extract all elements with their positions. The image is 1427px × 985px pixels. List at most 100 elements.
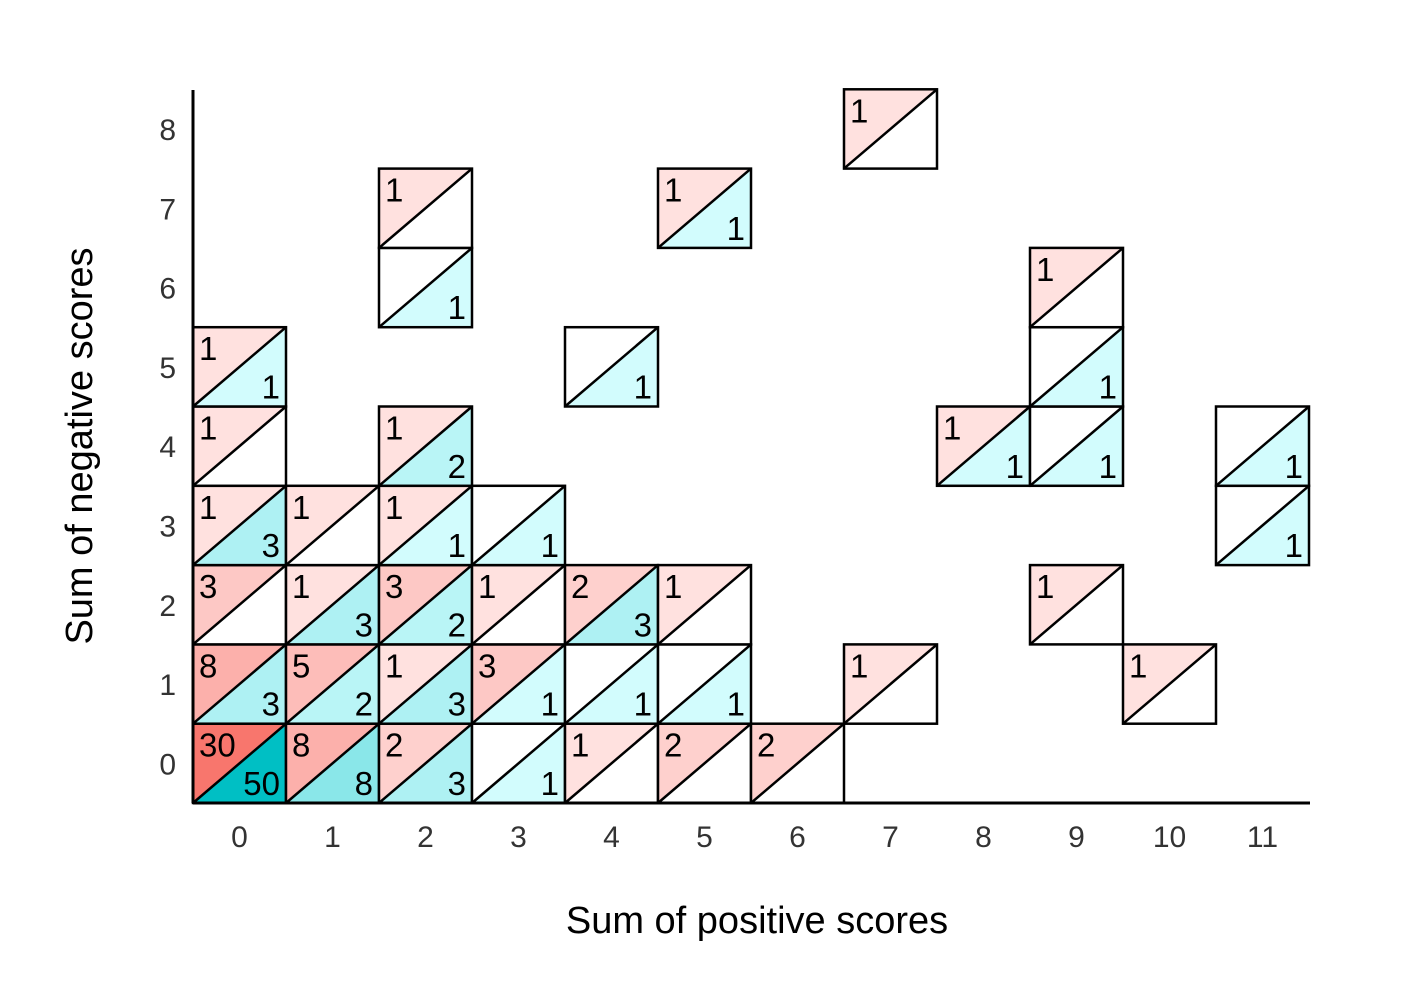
cell-red-label: 1 [385,410,403,447]
cell-teal-label: 1 [541,686,559,723]
cell-0-2: 3 [191,563,288,646]
cell-diagonal [192,722,287,804]
cell-9-6: 1 [1028,246,1125,329]
cell-teal-label: 1 [541,527,559,564]
cell-teal-label: 1 [634,369,652,406]
cell-diagonal [564,326,659,408]
cell-diagonal [657,722,752,804]
cell-teal-label: 1 [727,686,745,723]
cell-teal-label: 8 [355,765,373,802]
x-tick-label: 10 [1153,821,1186,854]
cell-5-7: 11 [656,167,753,250]
cell-1-3: 1 [284,484,381,567]
cell-diagonal [285,484,380,567]
cell-border [1028,246,1125,329]
x-tick-label: 5 [696,821,713,854]
cell-border [377,167,474,250]
cell-diagonal [192,643,287,725]
cell-8-4: 11 [935,405,1032,488]
cell-diagonal [657,643,752,725]
cell-border [842,643,939,725]
cell-7-8: 1 [842,88,939,170]
cell-2-1: 13 [377,643,474,725]
cell-diagonal [1029,564,1124,646]
cell-6-0: 2 [749,722,846,805]
cell-diagonal [471,722,566,804]
cell-border [470,484,567,567]
x-tick-label: 1 [324,821,341,854]
cell-diagonal [471,564,566,646]
cell-red-label: 1 [199,330,217,367]
axes-layer [191,90,1310,805]
cell-diagonal [192,564,287,646]
cell-teal-label: 3 [355,606,373,643]
cell-red-label: 8 [292,727,310,764]
cell-border [656,167,753,250]
cell-diagonal [843,88,938,170]
cell-9-2: 1 [1028,563,1125,646]
cell-diagonal [285,722,380,804]
cell-diagonal [843,643,938,725]
x-tick-label: 2 [417,821,434,854]
cell-0-4: 1 [191,405,288,488]
cell-diagonal [378,484,473,567]
cell-teal-label: 3 [448,686,466,723]
cell-teal-label: 3 [262,527,280,564]
cell-4-0: 1 [563,722,660,805]
cell-red-label: 1 [199,489,217,526]
cell-red-label: 1 [571,727,589,764]
cell-diagonal [192,405,287,487]
cell-teal-label: 1 [1099,448,1117,485]
y-tick-label: 7 [159,193,176,226]
cell-3-0: 1 [470,722,567,805]
y-tick-label: 2 [159,590,176,623]
cell-diagonal [192,326,287,408]
cell-teal-label: 2 [448,606,466,643]
cell-diagonal [750,722,845,804]
cell-2-2: 32 [377,563,474,646]
cell-11-4: 1 [1214,405,1311,488]
x-tick-label: 3 [510,821,527,854]
cell-1-2: 13 [284,563,381,646]
cell-5-1: 1 [656,643,753,725]
x-tick-label: 11 [1247,821,1278,854]
y-tick-label: 8 [159,114,176,147]
cell-border [1028,563,1125,646]
cell-diagonal [378,405,473,487]
cell-teal-label: 50 [243,765,280,802]
cell-11-3: 1 [1214,484,1311,567]
cell-diagonal [1122,643,1217,725]
cell-red-label: 1 [385,489,403,526]
cell-diagonal [378,722,473,804]
x-axis-title: Sum of positive scores [566,900,948,942]
cell-red-label: 2 [757,727,775,764]
cell-border [563,325,660,408]
cell-0-1: 83 [191,643,288,725]
y-tick-label: 5 [159,352,176,385]
cell-diagonal [378,564,473,646]
cell-border [656,563,753,646]
cell-teal-label: 3 [262,686,280,723]
cell-0-5: 11 [191,325,288,408]
cell-diagonal [564,722,659,804]
cell-teal-label: 1 [448,527,466,564]
cell-10-1: 1 [1121,643,1218,725]
cell-1-0: 88 [284,722,381,805]
cell-1-1: 52 [284,643,381,725]
cell-9-5: 1 [1028,325,1125,408]
cell-5-0: 2 [656,722,753,805]
cell-diagonal [471,643,566,725]
x-tick-label: 9 [1068,821,1085,854]
cell-diagonal [471,484,566,567]
cell-red-label: 2 [664,727,682,764]
y-tick-label: 3 [159,510,176,543]
cell-diagonal [564,643,659,725]
y-tick-label: 6 [159,273,176,306]
cell-red-label: 30 [199,727,236,764]
cell-teal-label: 1 [1285,527,1303,564]
cell-2-6: 1 [377,246,474,329]
cell-diagonal [1215,405,1310,487]
